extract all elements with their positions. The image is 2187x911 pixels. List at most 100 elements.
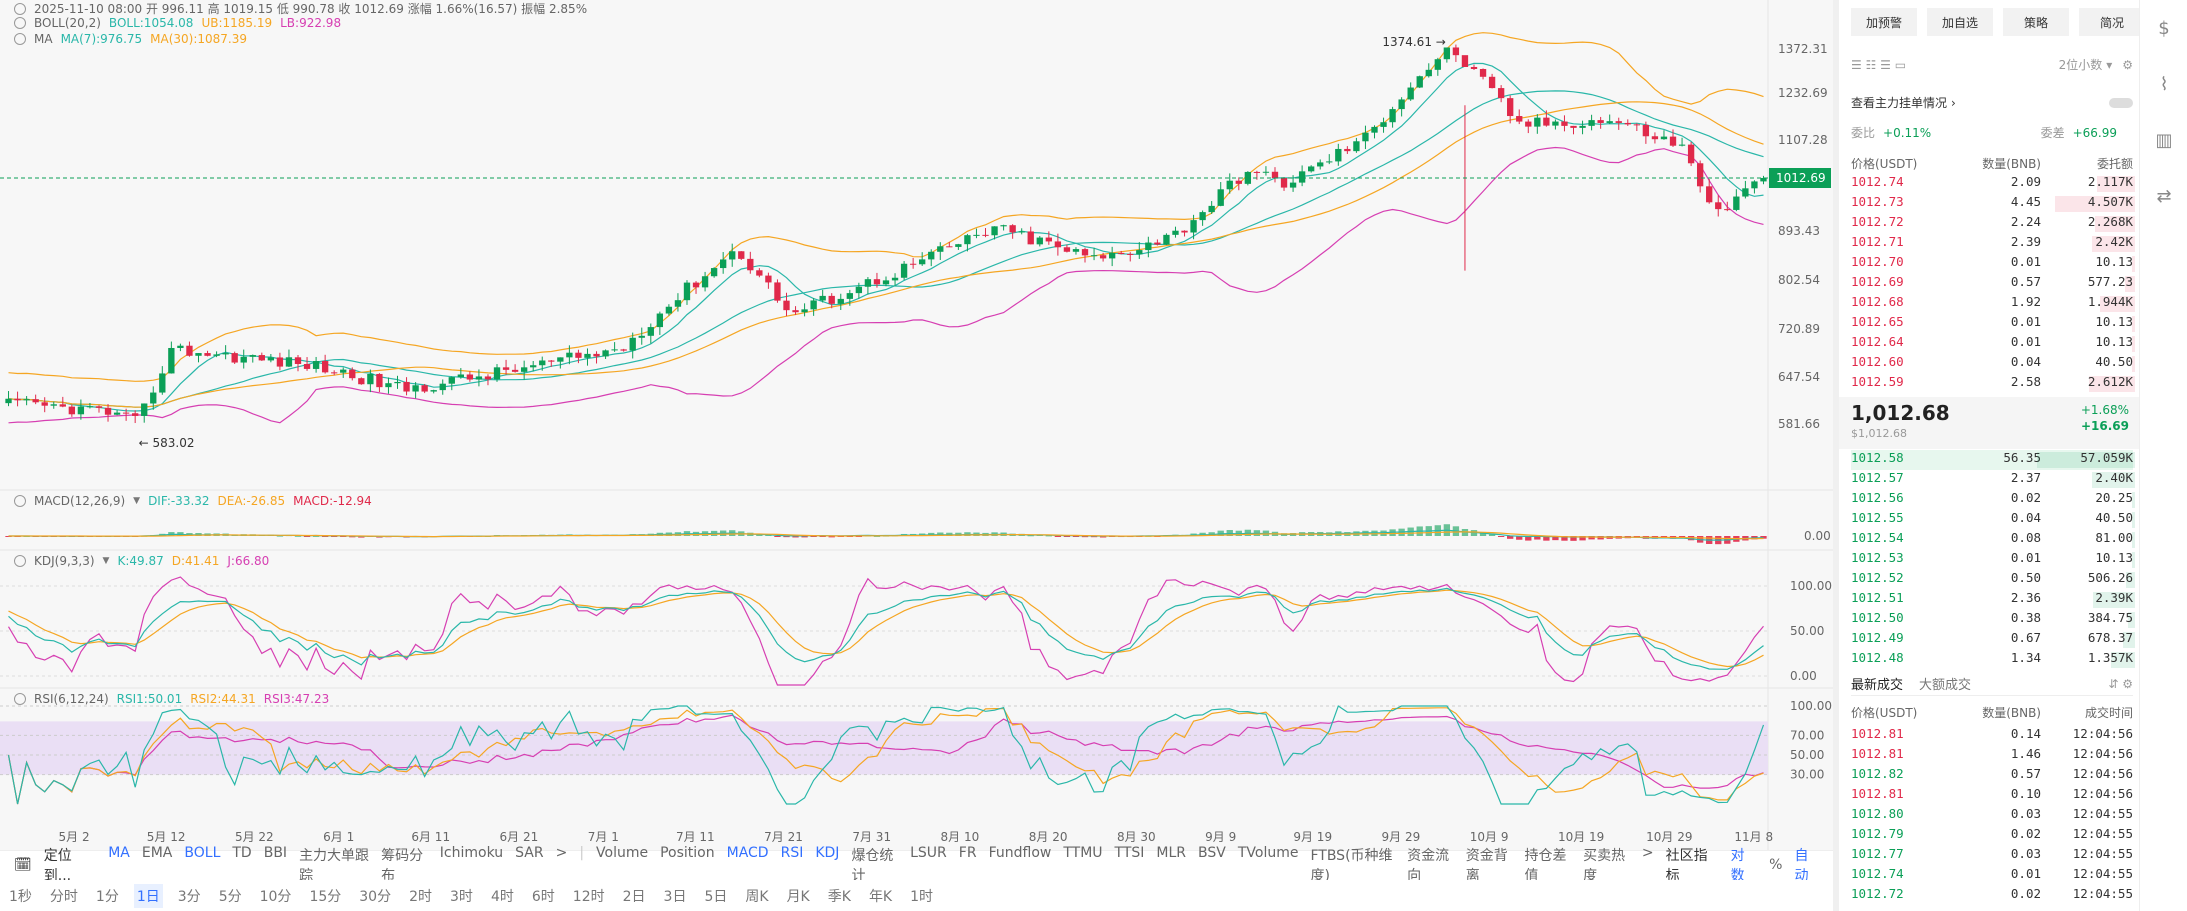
- indicator-1[interactable]: EMA: [141, 844, 173, 861]
- timeframe-12[interactable]: 6时: [531, 888, 555, 905]
- timeframe-20[interactable]: 年K: [868, 888, 893, 905]
- orderbook-row[interactable]: 1012.59 2.58 2.612K: [1851, 374, 2135, 394]
- chart-canvas[interactable]: 1012.69 1372.31 1232.69 1107.28 893.43 802.54…: [0, 0, 1833, 850]
- timeframe-21[interactable]: 1时: [910, 888, 934, 905]
- indicator-25[interactable]: FTBS(币种维度): [1310, 847, 1393, 884]
- timeframe-17[interactable]: 周K: [745, 888, 769, 905]
- main-orders-link[interactable]: 查看主力挂单情况 ›: [1851, 94, 2133, 111]
- indicator-20[interactable]: TTMU: [1063, 844, 1103, 861]
- indicator-11[interactable]: Volume: [596, 844, 649, 861]
- chevron-down-icon[interactable]: ▾: [2106, 57, 2113, 72]
- overview-button[interactable]: 简况: [2079, 8, 2145, 36]
- orderbook-row[interactable]: 1012.74 2.09 2.117K: [1851, 174, 2135, 194]
- orderbook-row[interactable]: 1012.68 1.92 1.944K: [1851, 294, 2135, 314]
- timeframe-11[interactable]: 4时: [490, 888, 514, 905]
- timeframe-6[interactable]: 10分: [259, 888, 292, 905]
- orderbook-row[interactable]: 1012.65 0.01 10.13: [1851, 314, 2135, 334]
- timeframe-18[interactable]: 月K: [786, 888, 810, 905]
- filter-icon[interactable]: ⇵ ⚙: [2108, 676, 2133, 691]
- indicator-23[interactable]: BSV: [1198, 844, 1226, 861]
- indicator-0[interactable]: MA: [108, 844, 130, 861]
- chart-icon[interactable]: ⌇: [2159, 73, 2169, 95]
- dollar-icon[interactable]: $: [2158, 17, 2170, 39]
- indicator-27[interactable]: 资金背离: [1465, 847, 1508, 884]
- eye-icon[interactable]: [14, 33, 26, 45]
- timeframe-4[interactable]: 3分: [177, 888, 201, 905]
- orderbook-row[interactable]: 1012.72 2.24 2.268K: [1851, 214, 2135, 234]
- orderbook-row[interactable]: 1012.48 1.34 1.357K: [1851, 650, 2135, 670]
- indicator-7[interactable]: Ichimoku: [439, 844, 504, 861]
- col-qty[interactable]: 数量(BNB): [1982, 157, 2041, 171]
- indicator-2[interactable]: BOLL: [184, 844, 221, 861]
- add-watchlist-button[interactable]: 加自选: [1927, 8, 1993, 36]
- indicator-19[interactable]: Fundflow: [988, 844, 1052, 861]
- calendar-icon[interactable]: 🗓: [14, 856, 32, 873]
- toggle-switch[interactable]: [2109, 97, 2133, 108]
- orderbook-row[interactable]: 1012.58 56.35 57.059K: [1851, 450, 2135, 470]
- orderbook-row[interactable]: 1012.49 0.67 678.37: [1851, 630, 2135, 650]
- tab-large-trades[interactable]: 大额成交: [1919, 678, 1972, 693]
- layout-icon[interactable]: ☰ ☷ ☰ ▭: [1851, 57, 1907, 72]
- community-indicators-button[interactable]: 社区指标: [1665, 847, 1708, 884]
- eye-icon[interactable]: [14, 693, 26, 705]
- decimals-select[interactable]: 2位小数: [2058, 58, 2103, 72]
- auto-toggle[interactable]: 自动: [1794, 847, 1809, 884]
- swap-icon[interactable]: ⇄: [2156, 185, 2172, 207]
- timeframe-14[interactable]: 2日: [622, 888, 646, 905]
- chevron-down-icon[interactable]: ▼: [102, 556, 110, 566]
- timeframe-13[interactable]: 12时: [572, 888, 605, 905]
- panel-divider[interactable]: [1833, 0, 1839, 911]
- orderbook-row[interactable]: 1012.55 0.04 40.50: [1851, 510, 2135, 530]
- locate-button[interactable]: 定位到...: [43, 847, 72, 884]
- orderbook-row[interactable]: 1012.60 0.04 40.50: [1851, 354, 2135, 374]
- indicator-9[interactable]: >: [555, 844, 568, 861]
- add-alert-button[interactable]: 加预警: [1851, 8, 1917, 36]
- indicator-15[interactable]: KDJ: [815, 844, 840, 861]
- orderbook-row[interactable]: 1012.50 0.38 384.75: [1851, 610, 2135, 630]
- timeframe-9[interactable]: 2时: [409, 888, 433, 905]
- indicator-30[interactable]: >: [1641, 844, 1654, 861]
- chart-area[interactable]: 1012.69 1372.31 1232.69 1107.28 893.43 802.54…: [0, 0, 1833, 911]
- eye-icon[interactable]: [14, 495, 26, 507]
- orderbook-row[interactable]: 1012.53 0.01 10.13: [1851, 550, 2135, 570]
- eye-icon[interactable]: [14, 17, 26, 29]
- strategy-button[interactable]: 策略: [2003, 8, 2069, 36]
- col-trade-qty[interactable]: 数量(BNB): [1982, 706, 2041, 720]
- timeframe-2[interactable]: 1分: [95, 888, 119, 905]
- timeframe-16[interactable]: 5日: [704, 888, 728, 905]
- timeframe-3[interactable]: 1日: [133, 883, 163, 908]
- indicator-12[interactable]: Position: [660, 844, 715, 861]
- indicator-17[interactable]: LSUR: [910, 844, 947, 861]
- gear-icon[interactable]: ⚙: [2122, 57, 2133, 72]
- indicator-5[interactable]: 主力大单跟踪: [299, 847, 370, 884]
- indicator-14[interactable]: RSI: [780, 844, 804, 861]
- indicator-18[interactable]: FR: [958, 844, 977, 861]
- indicator-28[interactable]: 持仓差值: [1524, 847, 1567, 884]
- indicator-21[interactable]: TTSI: [1114, 844, 1145, 861]
- indicator-26[interactable]: 资金流向: [1407, 847, 1450, 884]
- orderbook-row[interactable]: 1012.70 0.01 10.13: [1851, 254, 2135, 274]
- orderbook-row[interactable]: 1012.51 2.36 2.39K: [1851, 590, 2135, 610]
- indicator-6[interactable]: 筹码分布: [381, 847, 424, 884]
- indicator-29[interactable]: 买卖热度: [1583, 847, 1626, 884]
- orderbook-row[interactable]: 1012.71 2.39 2.42K: [1851, 234, 2135, 254]
- orderbook-row[interactable]: 1012.64 0.01 10.13: [1851, 334, 2135, 354]
- timeframe-5[interactable]: 5分: [218, 888, 242, 905]
- indicator-4[interactable]: BBI: [263, 844, 288, 861]
- col-total[interactable]: 委托额: [2096, 157, 2133, 171]
- orderbook-row[interactable]: 1012.69 0.57 577.23: [1851, 274, 2135, 294]
- tab-latest-trades[interactable]: 最新成交: [1851, 678, 1904, 693]
- timeframe-10[interactable]: 3时: [450, 888, 473, 905]
- timeframe-8[interactable]: 30分: [359, 888, 392, 905]
- timeframe-15[interactable]: 3日: [663, 888, 687, 905]
- collapse-icon[interactable]: [14, 2, 26, 15]
- indicator-3[interactable]: TD: [232, 844, 252, 861]
- timeframe-7[interactable]: 15分: [309, 888, 342, 905]
- orderbook-row[interactable]: 1012.56 0.02 20.25: [1851, 490, 2135, 510]
- percent-toggle[interactable]: %: [1769, 856, 1783, 873]
- indicator-13[interactable]: MACD: [726, 844, 769, 861]
- indicator-22[interactable]: MLR: [1156, 844, 1187, 861]
- chevron-down-icon[interactable]: ▼: [133, 496, 141, 506]
- log-toggle[interactable]: 对数: [1730, 847, 1745, 884]
- timeframe-1[interactable]: 分时: [49, 888, 78, 905]
